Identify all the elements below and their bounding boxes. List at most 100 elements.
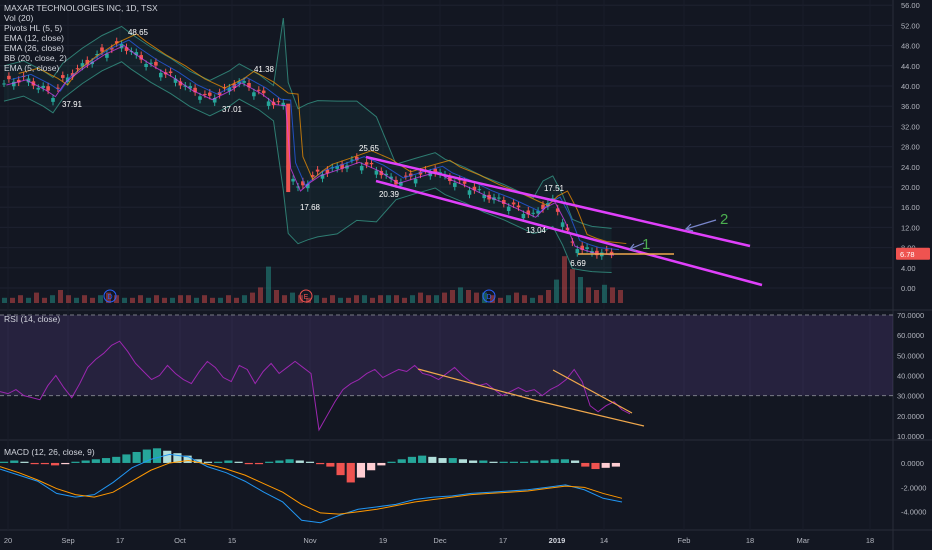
volume-bar <box>130 297 135 303</box>
macd-histogram-bar <box>387 461 396 463</box>
volume-bar <box>74 297 79 303</box>
macd-histogram-bar <box>336 462 345 476</box>
legend-ema12[interactable]: EMA (12, close) <box>4 33 64 43</box>
macd-histogram-bar <box>509 461 518 463</box>
volume-bar <box>498 297 503 303</box>
volume-bar <box>10 297 15 303</box>
candle-body <box>374 170 379 175</box>
pivot-labels: 48.65 41.38 37.91 37.01 25.65 17.68 20.39 17.51… <box>62 28 586 268</box>
candle-body <box>320 174 325 179</box>
candle-body <box>369 162 374 165</box>
macd-histogram-bar <box>61 462 70 465</box>
price-tick-label: 52.00 <box>901 21 920 30</box>
time-axis[interactable]: 20 Sep 17 Oct 15 Nov 19 Dec 17 2019 14 Feb 18 Mar 18 <box>4 536 874 545</box>
last-price-badge <box>896 247 930 260</box>
macd-histogram-bar <box>346 462 355 483</box>
macd-histogram-bar <box>458 459 468 463</box>
candle-body <box>335 166 339 169</box>
candle-body <box>193 87 197 93</box>
macd-histogram-bar <box>397 459 406 463</box>
price-tick-label: 16.00 <box>901 203 920 212</box>
ema-26-line <box>18 33 627 245</box>
legend-ema5[interactable]: EMA (5, close) <box>4 63 60 73</box>
volume-bar <box>530 297 535 303</box>
macd-histogram-bar <box>428 456 437 463</box>
candle-body <box>261 90 266 94</box>
volume-bar <box>506 295 511 303</box>
volume-bar <box>618 290 623 303</box>
candle-body <box>497 197 501 199</box>
macd-histogram-bar <box>71 461 80 463</box>
volume-bar <box>562 256 567 303</box>
macd-histogram-bar <box>520 461 529 463</box>
volume-bar <box>226 295 231 303</box>
rsi-pane-label[interactable]: RSI (14, close) <box>4 314 61 324</box>
legend-bb[interactable]: BB (20, close, 2) <box>4 53 67 63</box>
volume-bar <box>370 297 375 303</box>
candle-body <box>404 175 408 177</box>
volume-bar <box>490 295 495 303</box>
macd-histogram-bar <box>244 462 253 465</box>
candle-body <box>536 210 540 214</box>
volume-bar <box>274 290 279 303</box>
last-price-label: 6.78 <box>900 250 915 259</box>
candle-body <box>276 101 281 103</box>
legend-pivots[interactable]: Pivots HL (5, 5) <box>4 23 63 33</box>
pivot-label: 25.65 <box>359 144 380 153</box>
rsi-tick-label: 50.0000 <box>897 351 924 360</box>
volume-bar <box>58 290 63 303</box>
volume-bar <box>34 292 39 303</box>
volume-bar <box>98 295 103 303</box>
candle-body <box>551 198 555 200</box>
volume-bar <box>426 295 431 303</box>
chart-title[interactable]: MAXAR TECHNOLOGIES INC, 1D, TSX <box>4 3 158 13</box>
candle-body <box>350 159 354 161</box>
time-tick-label: 14 <box>600 536 608 545</box>
macd-histogram-bar <box>224 460 233 463</box>
trendline-drawings[interactable]: 2 1 D E D <box>103 155 763 303</box>
macd-histogram-bar <box>0 461 9 463</box>
time-tick-label: 17 <box>116 536 124 545</box>
macd-histogram-bar <box>448 458 457 463</box>
volume-bar <box>362 295 367 303</box>
volume-bar <box>538 295 543 303</box>
candle-body <box>585 247 589 249</box>
rsi-tick-label: 20.0000 <box>897 412 924 421</box>
volume-bar <box>186 295 191 303</box>
legend-ema26[interactable]: EMA (26, close) <box>4 43 64 53</box>
volume-bar <box>202 295 207 303</box>
candle-body <box>26 78 31 83</box>
candle-body <box>521 213 526 219</box>
legend-vol[interactable]: Vol (20) <box>4 13 34 23</box>
macd-histogram-bar <box>20 461 29 463</box>
macd-pane-label[interactable]: MACD (12, 26, close, 9) <box>4 447 95 457</box>
macd-histogram-bar <box>305 461 315 463</box>
pivot-label: 17.51 <box>544 184 565 193</box>
rsi-line <box>0 340 631 432</box>
rsi-trendline <box>417 368 535 401</box>
macd-pane <box>0 448 623 524</box>
volume-bar <box>450 290 455 303</box>
candle-body <box>482 194 486 199</box>
macd-histogram-bar <box>183 455 192 463</box>
volume-bar <box>458 287 463 303</box>
macd-histogram-bar <box>40 462 49 465</box>
candle-body <box>203 93 207 95</box>
volume-bar <box>346 297 351 303</box>
macd-histogram-bar <box>601 462 610 468</box>
time-tick-label: 18 <box>866 536 874 545</box>
candle-body <box>472 186 477 191</box>
time-tick-label: 15 <box>228 536 236 545</box>
volume-bar <box>402 297 407 303</box>
volume-bar <box>242 295 247 303</box>
volume-bar <box>290 292 295 303</box>
candle-body <box>105 53 109 58</box>
price-tick-label: 12.00 <box>901 223 920 232</box>
volume-bar <box>250 292 255 303</box>
macd-histogram-bar <box>265 461 274 463</box>
candle-body <box>257 89 261 91</box>
candle-body <box>252 92 256 97</box>
price-axis[interactable]: 56.00 52.00 48.00 44.00 40.00 36.00 32.00 28.00… <box>896 1 930 517</box>
macd-histogram-bar <box>30 462 39 465</box>
